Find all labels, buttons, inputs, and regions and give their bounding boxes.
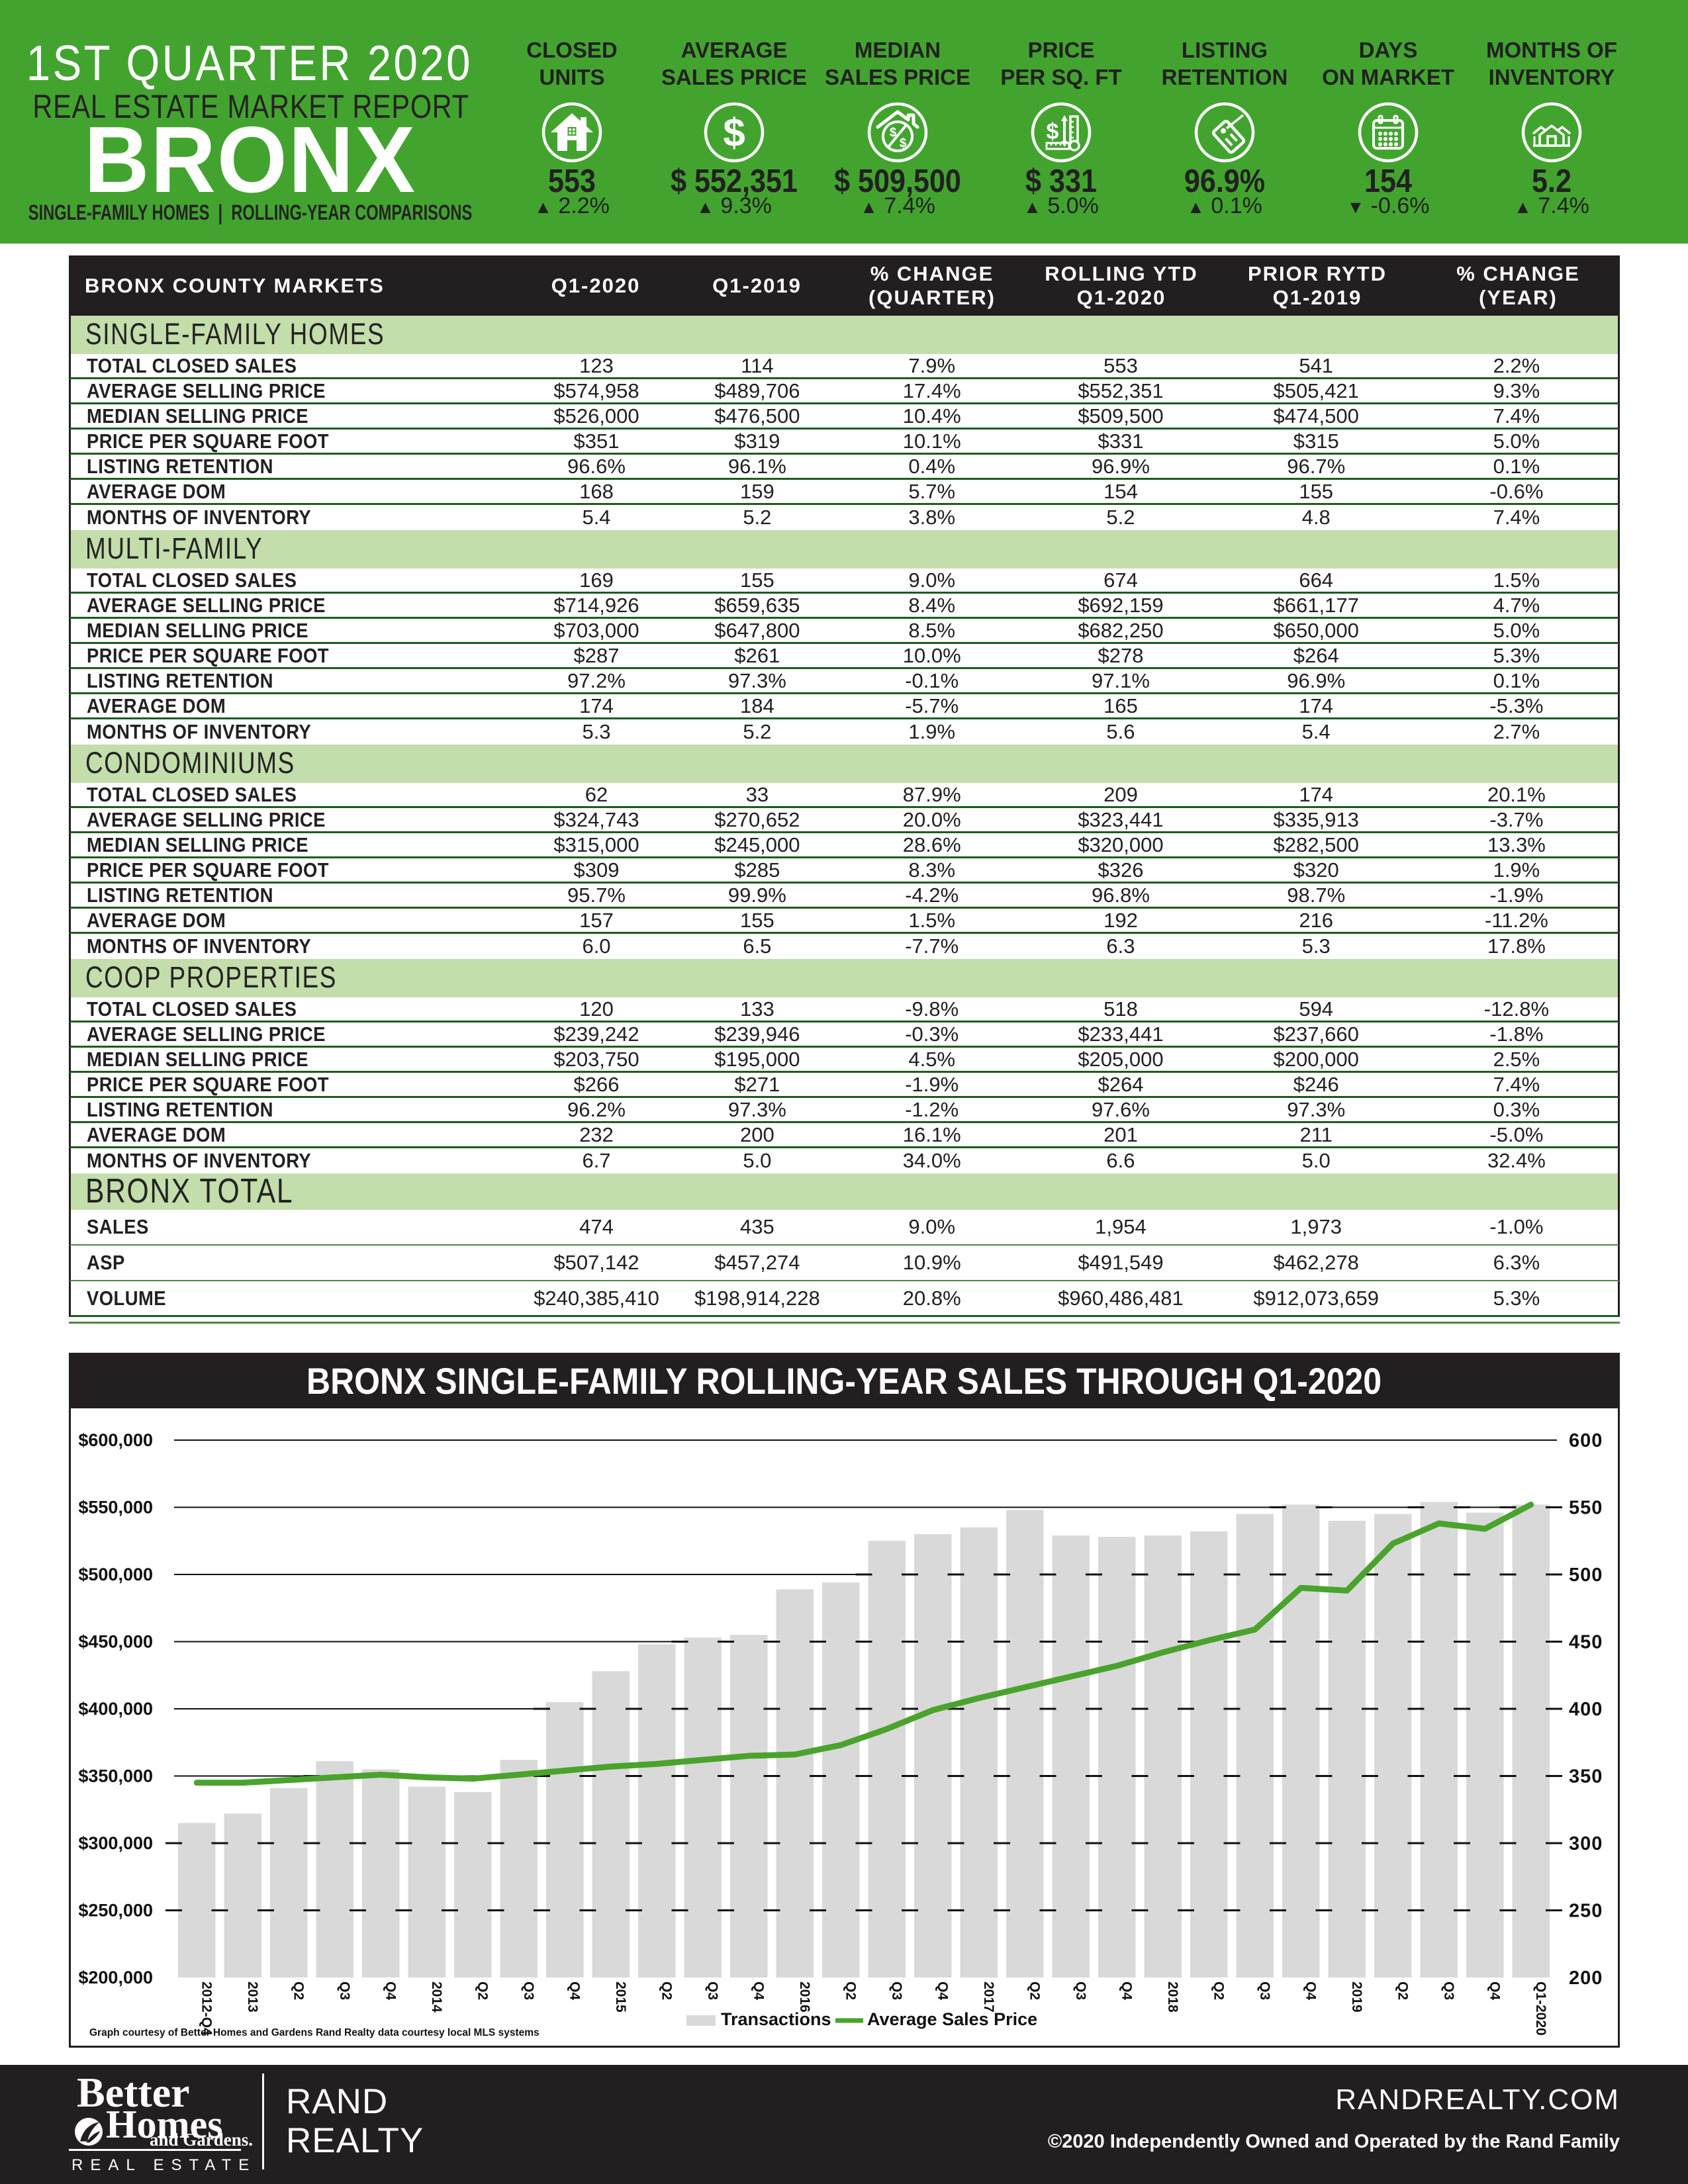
svg-text:2018: 2018: [1165, 1981, 1180, 2013]
svg-text:Q2: Q2: [1395, 1981, 1410, 2000]
svg-text:$: $: [723, 111, 745, 155]
svg-text:Q3: Q3: [337, 1981, 352, 2000]
svg-text:Average Sales Price: Average Sales Price: [867, 2009, 1037, 2029]
svg-text:Q4: Q4: [1303, 1981, 1318, 2000]
svg-text:$: $: [1047, 119, 1059, 144]
svg-text:$500,000: $500,000: [78, 1565, 153, 1584]
svg-text:$400,000: $400,000: [78, 1699, 153, 1719]
svg-text:Q2: Q2: [1211, 1981, 1226, 2000]
svg-text:Q4: Q4: [383, 1981, 398, 2000]
svg-text:Q1-2020: Q1-2020: [1533, 1981, 1548, 2036]
svg-text:Graph courtesy of Better Homes: Graph courtesy of Better Homes and Garde…: [89, 2027, 539, 2038]
svg-text:450: 450: [1569, 1632, 1603, 1653]
svg-text:$200,000: $200,000: [78, 1968, 153, 1987]
svg-text:2019: 2019: [1349, 1981, 1364, 2013]
svg-text:2015: 2015: [613, 1981, 628, 2013]
svg-text:Q4: Q4: [751, 1981, 766, 2000]
svg-text:2013: 2013: [245, 1981, 260, 2013]
svg-text:500: 500: [1569, 1565, 1603, 1586]
svg-text:$: $: [900, 136, 907, 150]
svg-text:2016: 2016: [797, 1981, 812, 2013]
svg-text:200: 200: [1569, 1968, 1603, 1989]
svg-text:2014: 2014: [429, 1981, 444, 2013]
svg-text:Q2: Q2: [843, 1981, 858, 2000]
svg-text:400: 400: [1569, 1699, 1603, 1720]
svg-text:250: 250: [1569, 1901, 1603, 1922]
svg-text:Q3: Q3: [1257, 1981, 1272, 2000]
svg-text:600: 600: [1569, 1430, 1603, 1451]
svg-text:$550,000: $550,000: [78, 1498, 153, 1518]
svg-text:$350,000: $350,000: [78, 1766, 153, 1786]
svg-text:Q2: Q2: [659, 1981, 674, 2000]
svg-text:Q4: Q4: [567, 1981, 582, 2000]
svg-text:$: $: [890, 126, 897, 140]
svg-text:Q3: Q3: [889, 1981, 904, 2000]
svg-text:$450,000: $450,000: [78, 1632, 153, 1652]
svg-text:Q2: Q2: [1027, 1981, 1042, 2000]
svg-text:2012-Q4: 2012-Q4: [199, 1981, 214, 2036]
svg-text:Q2: Q2: [475, 1981, 490, 2000]
svg-text:2017: 2017: [981, 1981, 996, 2013]
svg-text:Transactions: Transactions: [721, 2009, 831, 2029]
svg-text:Q3: Q3: [705, 1981, 720, 2000]
svg-text:Q3: Q3: [1441, 1981, 1456, 2000]
svg-text:$250,000: $250,000: [78, 1901, 153, 1921]
svg-text:$600,000: $600,000: [78, 1430, 153, 1450]
svg-text:Q4: Q4: [1119, 1981, 1134, 2000]
svg-text:Q2: Q2: [291, 1981, 306, 2000]
svg-text:550: 550: [1569, 1498, 1603, 1519]
svg-text:Q3: Q3: [1073, 1981, 1088, 2000]
svg-text:350: 350: [1569, 1766, 1603, 1788]
svg-text:300: 300: [1569, 1833, 1603, 1854]
svg-text:$300,000: $300,000: [78, 1833, 153, 1853]
svg-text:Q4: Q4: [935, 1981, 950, 2000]
svg-text:Q4: Q4: [1487, 1981, 1502, 2000]
svg-text:Q3: Q3: [521, 1981, 536, 2000]
svg-text:BRONX SINGLE-FAMILY ROLLING-YE: BRONX SINGLE-FAMILY ROLLING-YEAR SALES T…: [306, 1360, 1382, 1402]
